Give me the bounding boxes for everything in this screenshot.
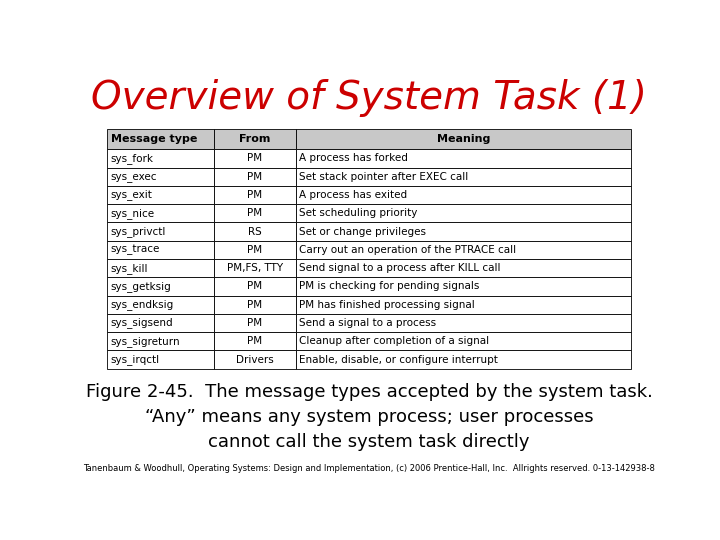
Bar — [107, 241, 215, 259]
Bar — [296, 277, 631, 295]
Text: sys_privctl: sys_privctl — [111, 226, 166, 237]
Text: PM: PM — [248, 281, 263, 292]
Bar — [107, 149, 215, 167]
Bar — [107, 222, 215, 241]
Text: A process has forked: A process has forked — [300, 153, 408, 164]
Text: PM: PM — [248, 172, 263, 181]
Bar — [215, 149, 296, 167]
Text: sys_irqctl: sys_irqctl — [111, 354, 160, 365]
Text: A process has exited: A process has exited — [300, 190, 408, 200]
Bar — [215, 204, 296, 222]
Bar — [215, 295, 296, 314]
Text: PM: PM — [248, 153, 263, 164]
Bar — [215, 129, 296, 149]
Text: sys_trace: sys_trace — [111, 245, 160, 255]
Text: Figure 2-45.  The message types accepted by the system task.: Figure 2-45. The message types accepted … — [86, 383, 652, 401]
Bar — [296, 241, 631, 259]
Bar — [296, 295, 631, 314]
Text: PM is checking for pending signals: PM is checking for pending signals — [300, 281, 480, 292]
Text: sys_nice: sys_nice — [111, 208, 155, 219]
Text: sys_sigreturn: sys_sigreturn — [111, 336, 180, 347]
Bar — [107, 167, 215, 186]
Text: sys_getksig: sys_getksig — [111, 281, 171, 292]
Text: cannot call the system task directly: cannot call the system task directly — [208, 433, 530, 451]
Bar — [215, 332, 296, 350]
Text: Enable, disable, or configure interrupt: Enable, disable, or configure interrupt — [300, 355, 498, 365]
Bar — [107, 314, 215, 332]
Text: From: From — [239, 134, 271, 144]
Bar — [296, 167, 631, 186]
Text: Meaning: Meaning — [437, 134, 490, 144]
Bar — [215, 222, 296, 241]
Text: sys_exec: sys_exec — [111, 172, 157, 181]
Text: Tanenbaum & Woodhull, Operating Systems: Design and Implementation, (c) 2006 Pre: Tanenbaum & Woodhull, Operating Systems:… — [83, 464, 655, 473]
Bar — [296, 149, 631, 167]
Bar — [215, 277, 296, 295]
Bar — [215, 241, 296, 259]
Bar — [296, 314, 631, 332]
Text: Drivers: Drivers — [236, 355, 274, 365]
Text: RS: RS — [248, 227, 262, 237]
Text: Message type: Message type — [111, 134, 197, 144]
Text: Set or change privileges: Set or change privileges — [300, 227, 426, 237]
Bar — [107, 259, 215, 277]
Text: Send a signal to a process: Send a signal to a process — [300, 318, 436, 328]
Text: Overview of System Task (1): Overview of System Task (1) — [91, 79, 647, 117]
Bar — [296, 259, 631, 277]
Text: sys_sigsend: sys_sigsend — [111, 318, 174, 328]
Text: Carry out an operation of the PTRACE call: Carry out an operation of the PTRACE cal… — [300, 245, 516, 255]
Text: sys_fork: sys_fork — [111, 153, 153, 164]
Bar — [296, 204, 631, 222]
Text: Send signal to a process after KILL call: Send signal to a process after KILL call — [300, 263, 501, 273]
Text: sys_kill: sys_kill — [111, 262, 148, 274]
Bar — [107, 277, 215, 295]
Text: PM: PM — [248, 336, 263, 346]
Text: sys_exit: sys_exit — [111, 190, 153, 200]
Bar — [296, 350, 631, 369]
Bar — [107, 204, 215, 222]
Text: Set stack pointer after EXEC call: Set stack pointer after EXEC call — [300, 172, 469, 181]
Text: PM: PM — [248, 245, 263, 255]
Bar — [215, 259, 296, 277]
Bar — [107, 350, 215, 369]
Bar — [296, 129, 631, 149]
Text: Set scheduling priority: Set scheduling priority — [300, 208, 418, 218]
Bar — [107, 186, 215, 204]
Bar — [296, 186, 631, 204]
Bar — [215, 314, 296, 332]
Text: Cleanup after completion of a signal: Cleanup after completion of a signal — [300, 336, 490, 346]
Text: PM,FS, TTY: PM,FS, TTY — [227, 263, 283, 273]
Bar — [296, 222, 631, 241]
Text: “Any” means any system process; user processes: “Any” means any system process; user pro… — [145, 408, 593, 426]
Bar — [107, 332, 215, 350]
Bar — [296, 332, 631, 350]
Bar — [215, 186, 296, 204]
Bar — [107, 295, 215, 314]
Text: PM: PM — [248, 318, 263, 328]
Text: PM: PM — [248, 300, 263, 310]
Text: PM has finished processing signal: PM has finished processing signal — [300, 300, 475, 310]
Bar — [107, 129, 215, 149]
Text: sys_endksig: sys_endksig — [111, 299, 174, 310]
Bar — [215, 167, 296, 186]
Text: PM: PM — [248, 190, 263, 200]
Bar — [215, 350, 296, 369]
Text: PM: PM — [248, 208, 263, 218]
